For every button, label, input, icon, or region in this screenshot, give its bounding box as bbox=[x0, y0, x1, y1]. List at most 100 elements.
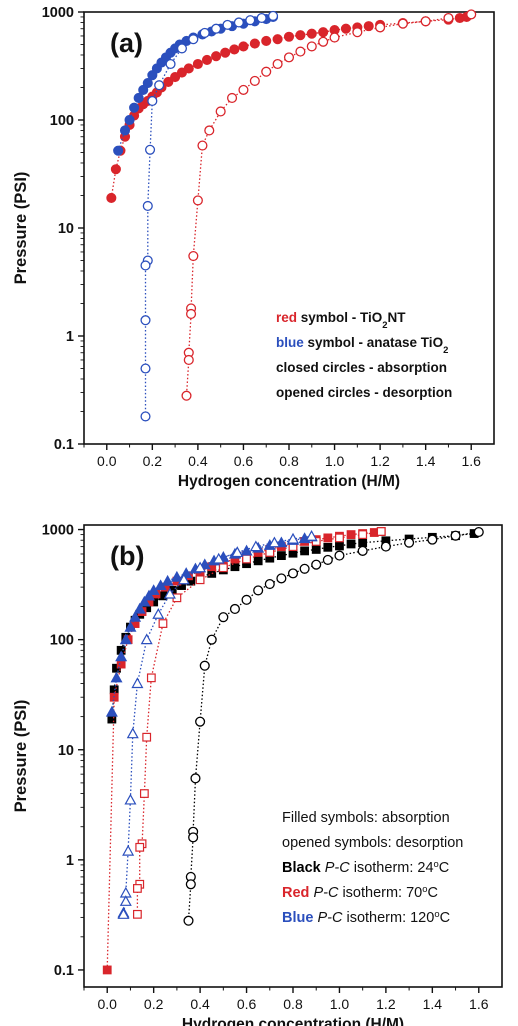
data-point bbox=[183, 915, 194, 926]
legend-text: C bbox=[427, 885, 437, 901]
data-point bbox=[181, 390, 192, 401]
data-point bbox=[238, 41, 249, 52]
legend-text: P-C bbox=[313, 885, 339, 901]
data-point bbox=[358, 530, 368, 539]
x-tick-label: 0.0 bbox=[97, 453, 117, 469]
data-point bbox=[264, 578, 275, 590]
data-point bbox=[380, 541, 391, 552]
data-point bbox=[129, 610, 142, 622]
data-point bbox=[195, 716, 206, 727]
data-point bbox=[397, 18, 408, 29]
legend-text: 2 bbox=[443, 345, 448, 356]
data-point bbox=[253, 556, 263, 566]
legend-text: o bbox=[434, 908, 439, 919]
data-point bbox=[276, 551, 286, 561]
data-point bbox=[272, 58, 283, 70]
data-point bbox=[212, 552, 225, 564]
x-tick-label: 0.4 bbox=[188, 453, 208, 469]
data-point bbox=[183, 354, 194, 366]
data-point bbox=[170, 71, 181, 83]
data-point bbox=[135, 842, 145, 852]
data-point bbox=[295, 46, 306, 57]
data-point bbox=[323, 533, 333, 543]
data-point bbox=[268, 10, 279, 21]
legend-text: isotherm: 24 bbox=[350, 860, 434, 876]
series-3 bbox=[140, 10, 279, 422]
data-point bbox=[352, 27, 363, 38]
data-point bbox=[199, 27, 210, 38]
series-line bbox=[187, 531, 479, 921]
data-point bbox=[119, 633, 132, 645]
data-point bbox=[133, 909, 142, 919]
data-point bbox=[318, 27, 329, 38]
series-line bbox=[111, 532, 475, 720]
y-tick-label: 100 bbox=[50, 633, 74, 649]
data-point bbox=[188, 250, 199, 262]
data-point bbox=[131, 677, 144, 689]
data-point bbox=[106, 192, 117, 203]
series-1 bbox=[183, 526, 484, 926]
data-point bbox=[220, 47, 231, 58]
legend-text: Blue bbox=[282, 910, 313, 926]
legend-line: Blue P-C isotherm: 120oC bbox=[282, 908, 450, 927]
x-tick-label: 1.4 bbox=[416, 453, 436, 469]
y-tick-label: 10 bbox=[58, 743, 74, 759]
data-point bbox=[138, 84, 149, 95]
y-axis-label: Pressure (PSI) bbox=[12, 700, 30, 813]
data-point bbox=[195, 575, 205, 585]
data-point bbox=[249, 540, 262, 552]
data-point bbox=[115, 650, 128, 662]
legend-text: o bbox=[434, 858, 439, 869]
panel-b: 0.0 0.2 0.4 0.6 0.8 1.0 1.2 1.4 1.6 0.1 1 10 100 1000… bbox=[12, 523, 503, 1026]
data-point bbox=[105, 705, 118, 717]
x-tick-label: 1.2 bbox=[376, 996, 396, 1012]
x-tick-label: 1.6 bbox=[469, 996, 489, 1012]
data-point bbox=[139, 789, 149, 798]
series-line bbox=[110, 16, 467, 199]
data-point bbox=[145, 144, 156, 155]
data-point bbox=[188, 34, 199, 45]
data-point bbox=[165, 58, 176, 70]
data-point bbox=[245, 15, 256, 26]
data-point bbox=[140, 411, 151, 422]
data-point bbox=[140, 315, 151, 326]
legend-line: blue symbol - anatase TiO2 bbox=[276, 335, 448, 356]
data-point bbox=[113, 145, 124, 156]
y-tick-label: 0.1 bbox=[54, 437, 74, 453]
data-point bbox=[176, 43, 187, 54]
data-point bbox=[140, 633, 153, 645]
data-point bbox=[124, 620, 137, 632]
data-point bbox=[311, 537, 321, 546]
data-point bbox=[204, 125, 215, 136]
legend-line: opened circles - desorption bbox=[276, 385, 452, 400]
data-point bbox=[306, 41, 317, 52]
data-point bbox=[249, 38, 260, 49]
legend-line: opened symbols: desorption bbox=[282, 835, 463, 851]
data-point bbox=[211, 51, 222, 62]
data-point bbox=[322, 554, 333, 565]
series-line bbox=[185, 13, 472, 396]
data-point bbox=[192, 58, 203, 70]
data-point bbox=[268, 536, 281, 548]
data-point bbox=[242, 554, 251, 564]
data-point bbox=[124, 793, 137, 805]
data-point bbox=[276, 573, 287, 584]
data-point bbox=[323, 542, 333, 552]
x-tick-label: 0.2 bbox=[143, 453, 163, 469]
y-tick-label: 1 bbox=[66, 853, 74, 869]
data-point bbox=[201, 54, 213, 65]
panel-a: 0.0 0.2 0.4 0.6 0.8 1.0 1.2 1.4 1.6 0.1 1 10 100 1000… bbox=[12, 5, 495, 490]
series-3 bbox=[133, 527, 386, 919]
data-point bbox=[188, 832, 199, 843]
data-point bbox=[126, 727, 139, 739]
data-point bbox=[231, 546, 244, 558]
data-point bbox=[358, 538, 368, 548]
data-point bbox=[194, 561, 207, 573]
legend-text: Black bbox=[282, 860, 322, 876]
data-point bbox=[287, 568, 299, 579]
data-point bbox=[192, 195, 203, 206]
data-point bbox=[311, 559, 322, 570]
data-point bbox=[102, 965, 112, 975]
